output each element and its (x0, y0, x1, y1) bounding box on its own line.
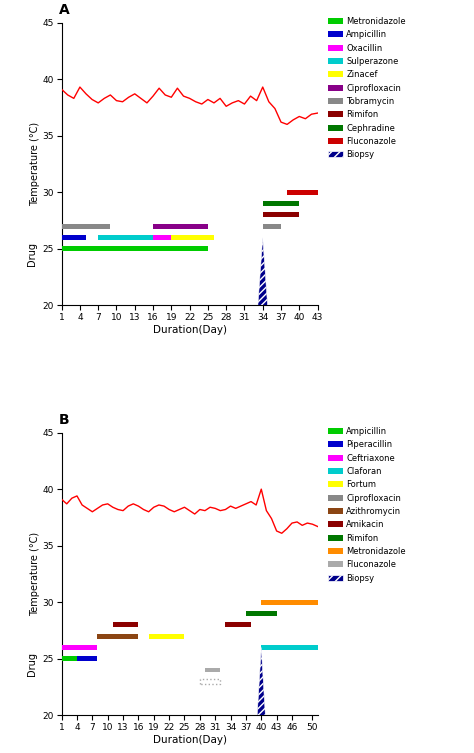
X-axis label: Duration(Day): Duration(Day) (153, 735, 227, 745)
Polygon shape (258, 237, 268, 306)
Text: A: A (59, 3, 70, 17)
Y-axis label: Temperature (°C): Temperature (°C) (30, 122, 40, 206)
Legend: Ampicillin, Piperacillin, Ceftriaxone, Claforan, Fortum, Ciprofloxacin, Azithrom: Ampicillin, Piperacillin, Ceftriaxone, C… (328, 427, 406, 583)
X-axis label: Duration(Day): Duration(Day) (153, 325, 227, 335)
Text: B: B (59, 413, 70, 427)
Text: Drug: Drug (27, 242, 37, 267)
Polygon shape (257, 648, 265, 715)
Text: Drug: Drug (27, 652, 37, 676)
Legend: Metronidazole, Ampicillin, Oxacillin, Sulperazone, Zinacef, Ciprofloxacin, Tobra: Metronidazole, Ampicillin, Oxacillin, Su… (328, 17, 406, 160)
Y-axis label: Temperature (°C): Temperature (°C) (30, 532, 40, 616)
